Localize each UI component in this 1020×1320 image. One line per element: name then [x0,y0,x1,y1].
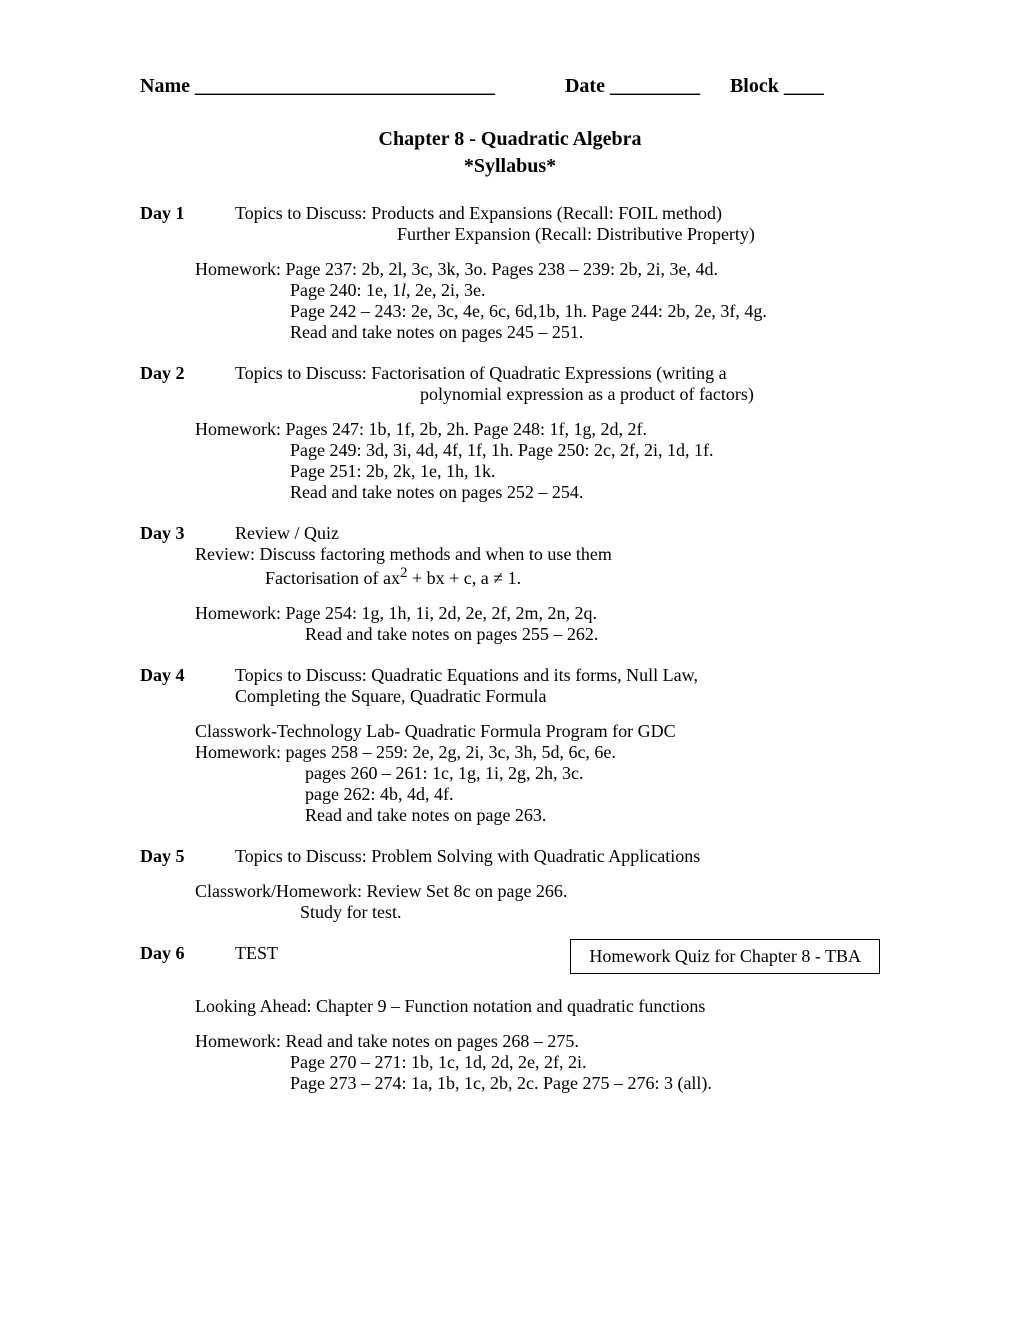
name-label: Name ______________________________ [140,75,495,98]
day3-hw1: Homework: Page 254: 1g, 1h, 1i, 2d, 2e, … [140,603,880,624]
day4-hw2: pages 260 – 261: 1c, 1g, 1i, 2g, 2h, 3c. [140,763,880,784]
day5-block: Day 5 Topics to Discuss: Problem Solving… [140,846,880,923]
day5-label: Day 5 [140,846,235,867]
day1-hw1: Homework: Page 237: 2b, 2l, 3c, 3k, 3o. … [140,259,880,280]
day3-block: Day 3 Review / Quiz Review: Discuss fact… [140,523,880,645]
day4-topic1: Topics to Discuss: Quadratic Equations a… [235,665,880,686]
day6-hw2: Page 270 – 271: 1b, 1c, 1d, 2d, 2e, 2f, … [140,1052,880,1073]
day1-hw4: Read and take notes on pages 245 – 251. [140,322,880,343]
page-title: Chapter 8 - Quadratic Algebra [140,128,880,151]
day2-hw4: Read and take notes on pages 252 – 254. [140,482,880,503]
day3-label: Day 3 [140,523,235,544]
header-line: Name ______________________________ Date… [140,75,880,98]
day6-block: Day 6 TEST Homework Quiz for Chapter 8 -… [140,943,880,1094]
day6-box: Homework Quiz for Chapter 8 - TBA [570,939,880,974]
day6-topic1: TEST [235,943,278,963]
day1-hw2: Page 240: 1e, 1l, 2e, 2i, 3e. [140,280,880,301]
day2-topic1: Topics to Discuss: Factorisation of Quad… [235,363,880,384]
day2-hw1: Homework: Pages 247: 1b, 1f, 2b, 2h. Pag… [140,419,880,440]
day4-hw3: page 262: 4b, 4d, 4f. [140,784,880,805]
day4-hw1: Homework: pages 258 – 259: 2e, 2g, 2i, 3… [140,742,880,763]
day3-review2: Factorisation of ax2 + bx + c, a ≠ 1. [140,565,880,589]
day2-hw2: Page 249: 3d, 3i, 4d, 4f, 1f, 1h. Page 2… [140,440,880,461]
block-label: Block ____ [730,75,824,98]
day3-hw2: Read and take notes on pages 255 – 262. [140,624,880,645]
day3-topic1: Review / Quiz [235,523,880,544]
day4-label: Day 4 [140,665,235,707]
day4-cw: Classwork-Technology Lab- Quadratic Form… [140,721,880,742]
day2-topic2: polynomial expression as a product of fa… [235,384,880,405]
day2-block: Day 2 Topics to Discuss: Factorisation o… [140,363,880,503]
day2-hw3: Page 251: 2b, 2k, 1e, 1h, 1k. [140,461,880,482]
day6-label: Day 6 [140,943,235,974]
day4-topic2: Completing the Square, Quadratic Formula [235,686,880,707]
day4-block: Day 4 Topics to Discuss: Quadratic Equat… [140,665,880,826]
day6-hw1: Homework: Read and take notes on pages 2… [140,1031,880,1052]
day1-topic2: Further Expansion (Recall: Distributive … [235,224,880,245]
day1-block: Day 1 Topics to Discuss: Products and Ex… [140,203,880,343]
day5-cw1: Classwork/Homework: Review Set 8c on pag… [140,881,880,902]
day5-topic1: Topics to Discuss: Problem Solving with … [235,846,880,867]
page-subtitle: *Syllabus* [140,155,880,178]
day6-looking: Looking Ahead: Chapter 9 – Function nota… [140,996,880,1017]
day5-cw2: Study for test. [140,902,880,923]
day1-label: Day 1 [140,203,235,245]
day4-hw4: Read and take notes on page 263. [140,805,880,826]
day1-hw3: Page 242 – 243: 2e, 3c, 4e, 6c, 6d,1b, 1… [140,301,880,322]
day3-review1: Review: Discuss factoring methods and wh… [140,544,880,565]
date-label: Date _________ [565,75,700,98]
day2-label: Day 2 [140,363,235,405]
day1-topic1: Topics to Discuss: Products and Expansio… [235,203,880,224]
day6-hw3: Page 273 – 274: 1a, 1b, 1c, 2b, 2c. Page… [140,1073,880,1094]
